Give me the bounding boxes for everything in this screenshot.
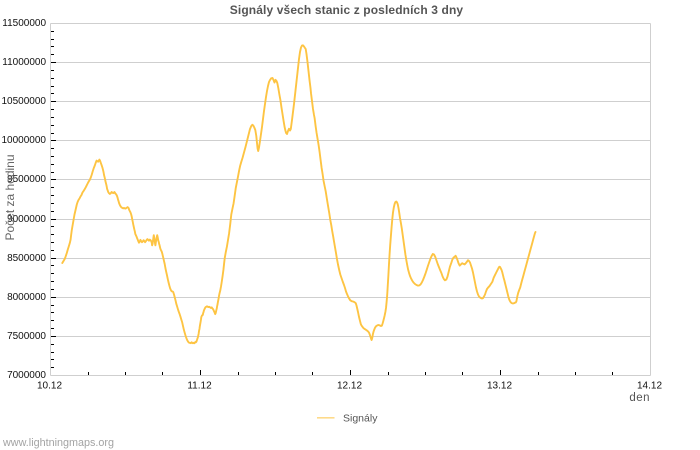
svg-text:12.12: 12.12 — [337, 381, 362, 392]
svg-text:11500000: 11500000 — [2, 18, 46, 29]
svg-text:Signály: Signály — [343, 413, 378, 425]
svg-text:www.lightningmaps.org: www.lightningmaps.org — [2, 437, 114, 449]
svg-text:Signály všech stanic z posledn: Signály všech stanic z posledních 3 dny — [230, 3, 464, 17]
svg-text:8000000: 8000000 — [7, 292, 46, 303]
svg-text:7500000: 7500000 — [7, 331, 46, 342]
svg-text:11.12: 11.12 — [187, 381, 212, 392]
svg-text:14.12: 14.12 — [637, 381, 662, 392]
svg-text:7000000: 7000000 — [7, 370, 46, 381]
svg-text:9500000: 9500000 — [7, 174, 46, 185]
svg-text:10000000: 10000000 — [2, 135, 47, 146]
svg-text:9000000: 9000000 — [7, 214, 46, 225]
svg-text:den: den — [629, 392, 650, 404]
svg-text:8500000: 8500000 — [7, 253, 46, 264]
svg-text:11000000: 11000000 — [2, 57, 46, 68]
svg-text:13.12: 13.12 — [487, 381, 512, 392]
svg-text:10.12: 10.12 — [37, 381, 62, 392]
svg-text:10500000: 10500000 — [2, 96, 47, 107]
svg-text:Počet za hodinu: Počet za hodinu — [3, 154, 17, 240]
